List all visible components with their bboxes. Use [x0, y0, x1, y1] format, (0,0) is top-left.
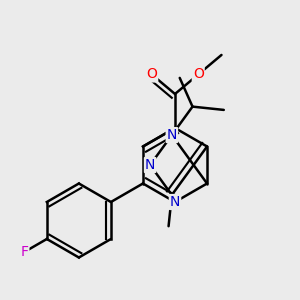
Text: O: O	[146, 68, 157, 82]
Text: F: F	[20, 245, 28, 259]
Text: N: N	[167, 128, 177, 142]
Text: N: N	[145, 158, 155, 172]
Text: O: O	[193, 68, 204, 82]
Text: N: N	[170, 195, 180, 209]
